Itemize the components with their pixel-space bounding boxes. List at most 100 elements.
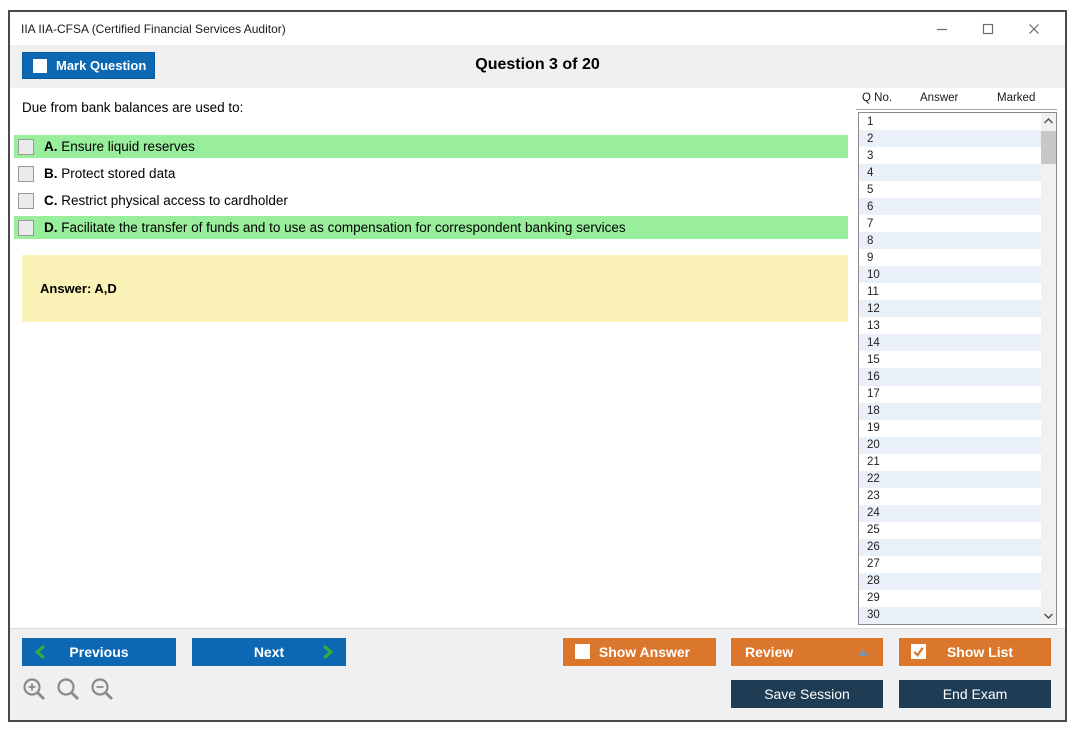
question-list-row[interactable]: 5 (867, 183, 874, 196)
zoom-reset-button[interactable] (56, 677, 82, 703)
show-list-checkbox[interactable] (911, 644, 926, 659)
question-list-row[interactable]: 11 (867, 285, 879, 298)
maximize-icon (982, 23, 994, 34)
answer-option[interactable]: B. Protect stored data (14, 162, 848, 185)
question-list-row[interactable]: 19 (867, 422, 880, 435)
scroll-up-icon (1044, 118, 1053, 124)
review-label: Review (745, 644, 794, 660)
previous-label: Previous (69, 644, 129, 660)
question-list-row[interactable]: 9 (867, 251, 874, 264)
next-button[interactable]: Next (192, 638, 346, 666)
close-button[interactable] (1011, 12, 1057, 45)
question-list-row[interactable]: 14 (859, 334, 1041, 352)
mark-question-label: Mark Question (56, 58, 147, 73)
option-label: B. Protect stored data (44, 166, 176, 181)
question-list-row[interactable]: 12 (859, 300, 1041, 318)
answer-option[interactable]: D. Facilitate the transfer of funds and … (14, 216, 848, 239)
end-exam-button[interactable]: End Exam (899, 680, 1051, 708)
zoom-in-button[interactable] (22, 677, 48, 703)
question-list-row[interactable]: 15 (867, 353, 880, 366)
question-list-row[interactable]: 7 (867, 217, 874, 230)
show-answer-button[interactable]: Show Answer (563, 638, 716, 666)
previous-button[interactable]: Previous (22, 638, 176, 666)
question-area: Due from bank balances are used to: A. E… (10, 88, 1065, 628)
question-list: 1 2 3 4 5 6 7 8 9 10 11 12 13 14 15 16 17 18 19 20 21 22 23 24 2… (858, 112, 1057, 625)
zoom-out-icon (91, 678, 113, 700)
answer-box: Answer: A,D (22, 255, 848, 322)
question-list-row[interactable]: 30 (859, 606, 1041, 624)
question-text: Due from bank balances are used to: (22, 100, 244, 115)
answer-options: A. Ensure liquid reserves B. Protect stor… (14, 135, 848, 243)
question-list-row[interactable]: 21 (867, 456, 880, 469)
question-list-row[interactable]: 1 (867, 115, 874, 128)
question-list-row[interactable]: 8 (859, 232, 1041, 250)
triangle-up-icon (857, 649, 869, 656)
question-list-row[interactable]: 3 (867, 149, 874, 162)
show-list-button[interactable]: Show List (899, 638, 1051, 666)
zoom-reset-icon (57, 678, 79, 700)
question-list-row[interactable]: 22 (859, 470, 1041, 488)
maximize-button[interactable] (965, 12, 1011, 45)
zoom-in-icon (23, 678, 45, 700)
question-counter: Question 3 of 20 (475, 56, 600, 73)
title-bar: IIA IIA-CFSA (Certified Financial Servic… (10, 12, 1065, 45)
question-list-scrollbar[interactable] (1041, 113, 1056, 624)
show-answer-checkbox[interactable] (575, 644, 590, 659)
option-label: C. Restrict physical access to cardholde… (44, 193, 288, 208)
zoom-controls (22, 677, 116, 703)
question-list-row[interactable]: 23 (867, 490, 880, 503)
column-qno: Q No. (862, 92, 893, 104)
minimize-button[interactable] (919, 12, 965, 45)
minimize-icon (937, 28, 947, 30)
question-list-row[interactable]: 28 (859, 572, 1041, 590)
review-button[interactable]: Review (731, 638, 883, 666)
next-label: Next (253, 644, 285, 660)
scroll-up-button[interactable] (1041, 113, 1056, 129)
save-session-label: Save Session (764, 686, 850, 702)
option-checkbox[interactable] (18, 165, 34, 182)
question-list-row[interactable]: 17 (867, 388, 880, 401)
option-checkbox[interactable] (18, 192, 34, 209)
question-list-row[interactable]: 6 (859, 198, 1041, 216)
check-icon (913, 647, 924, 657)
option-label: D. Facilitate the transfer of funds and … (44, 220, 626, 235)
answer-option[interactable]: C. Restrict physical access to cardholde… (14, 189, 848, 212)
column-answer: Answer (920, 92, 959, 104)
window-title: IIA IIA-CFSA (Certified Financial Servic… (21, 21, 286, 36)
question-list-rows: 1 2 3 4 5 6 7 8 9 10 11 12 13 14 15 16 17 18 19 20 21 22 23 24 2… (859, 113, 1041, 624)
answer-label: Answer: A,D (40, 281, 117, 296)
app-window: IIA IIA-CFSA (Certified Financial Servic… (8, 10, 1067, 722)
scrollbar-thumb[interactable] (1041, 131, 1056, 164)
scroll-down-icon (1044, 613, 1053, 619)
option-checkbox[interactable] (18, 219, 34, 236)
chevron-left-icon (35, 645, 45, 659)
mark-question-checkbox[interactable] (33, 58, 47, 73)
close-icon (1029, 23, 1039, 34)
question-list-row[interactable]: 13 (867, 319, 880, 332)
header-bar: Question 3 of 20 Mark Question (10, 45, 1065, 88)
question-list-row[interactable]: 29 (867, 592, 880, 605)
answer-option[interactable]: A. Ensure liquid reserves (14, 135, 848, 158)
question-list-row[interactable]: 4 (859, 164, 1041, 182)
save-session-button[interactable]: Save Session (731, 680, 883, 708)
option-label: A. Ensure liquid reserves (44, 139, 195, 154)
column-marked: Marked (997, 92, 1036, 104)
question-list-row[interactable]: 2 (859, 130, 1041, 148)
end-exam-label: End Exam (942, 686, 1008, 702)
question-list-row[interactable]: 16 (859, 368, 1041, 386)
question-list-row[interactable]: 20 (859, 436, 1041, 454)
mark-question-button[interactable]: Mark Question (22, 52, 155, 79)
zoom-out-button[interactable] (90, 677, 116, 703)
footer-bar: Previous Next Show Answer Review Show Li… (10, 628, 1065, 720)
scroll-down-button[interactable] (1041, 608, 1056, 624)
show-answer-label: Show Answer (598, 644, 691, 660)
question-list-row[interactable]: 27 (867, 558, 880, 571)
option-checkbox[interactable] (18, 138, 34, 155)
question-list-row[interactable]: 24 (859, 504, 1041, 522)
question-list-row[interactable]: 10 (859, 266, 1041, 284)
question-list-row[interactable]: 26 (859, 538, 1041, 556)
question-list-row[interactable]: 18 (859, 402, 1041, 420)
question-list-header: Q No. Answer Marked (856, 90, 1057, 110)
chevron-right-icon (323, 645, 333, 659)
question-list-row[interactable]: 25 (867, 524, 880, 537)
